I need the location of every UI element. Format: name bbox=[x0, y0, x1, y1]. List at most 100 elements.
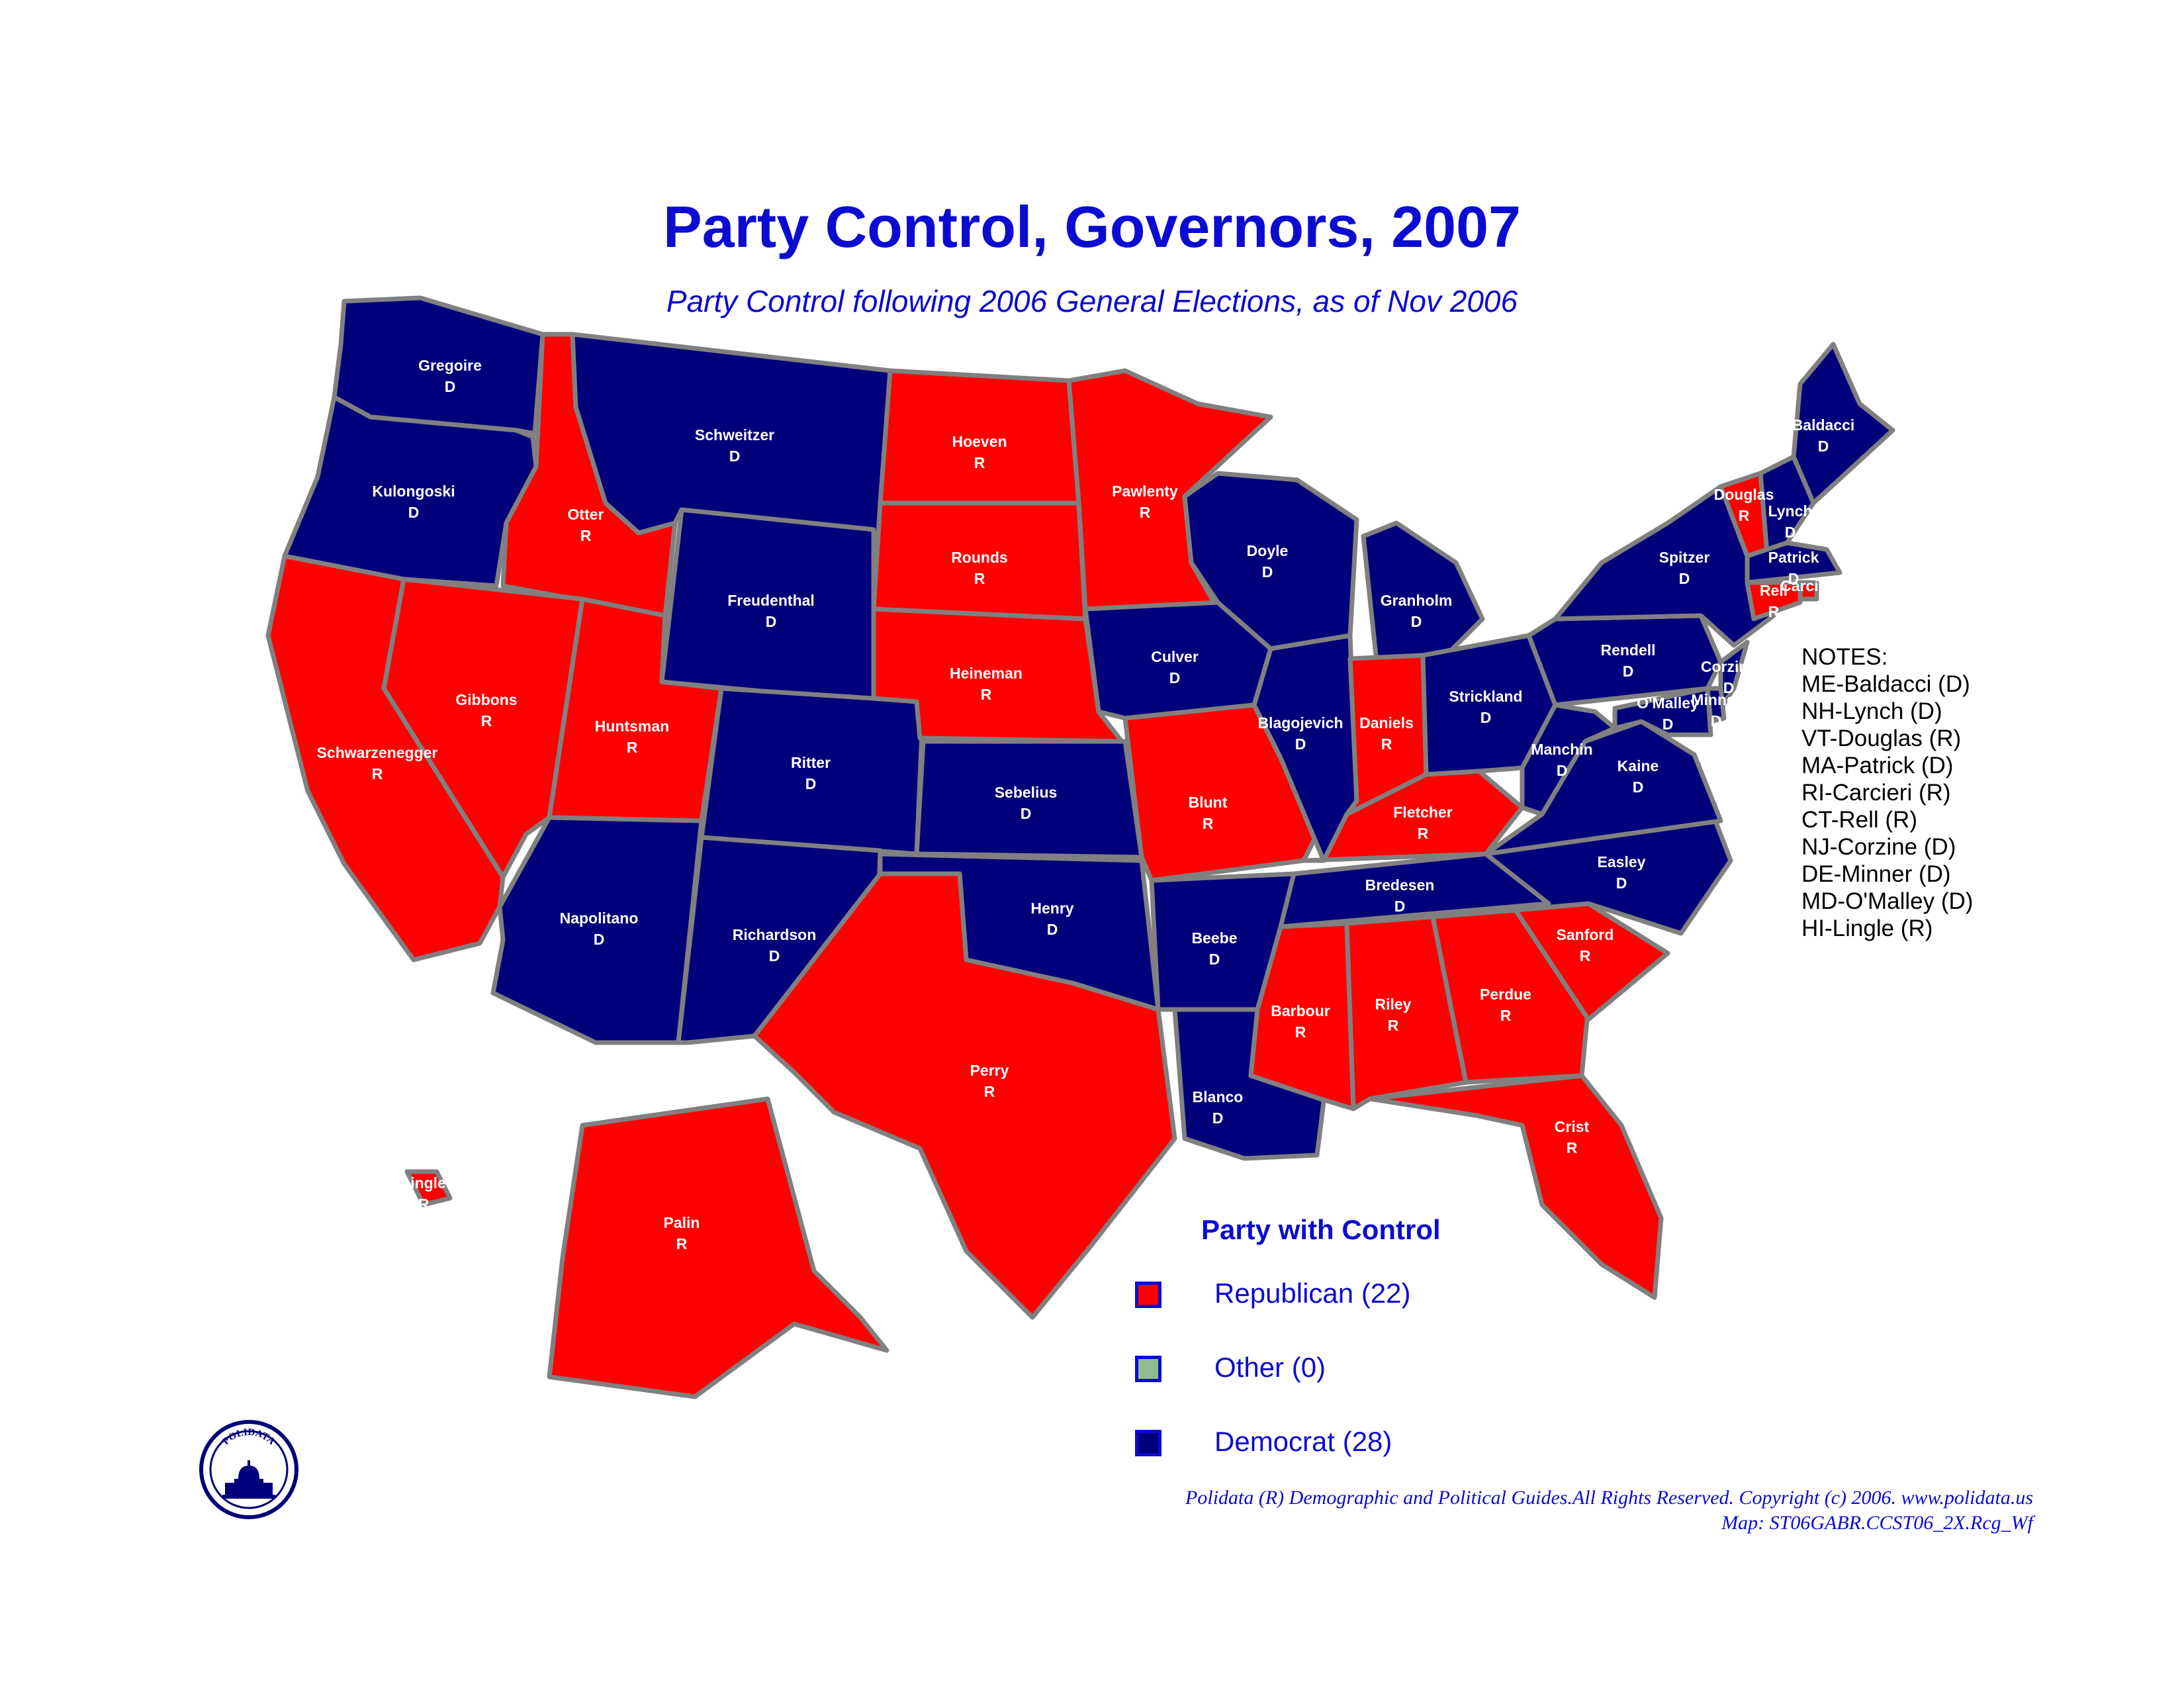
map-id-credit: Map: ST06GABR.CCST06_2X.Rcg_Wf bbox=[1721, 1512, 2033, 1534]
state-co bbox=[699, 686, 926, 857]
map-subtitle: Party Control following 2006 General Ele… bbox=[666, 284, 1518, 318]
governor-label-mn: Pawlenty bbox=[1112, 483, 1178, 500]
party-label-ma: D bbox=[1788, 570, 1799, 587]
governor-label-or: Kulongoski bbox=[372, 483, 455, 500]
governor-label-in: Daniels bbox=[1359, 714, 1414, 731]
governor-label-nv: Gibbons bbox=[455, 691, 517, 708]
party-label-wy: D bbox=[766, 613, 777, 630]
party-label-sc: R bbox=[1580, 947, 1591, 964]
state-ak bbox=[547, 1096, 889, 1399]
governor-label-oh: Strickland bbox=[1449, 688, 1522, 705]
party-label-md: D bbox=[1662, 716, 1674, 733]
party-label-hi: R bbox=[418, 1196, 430, 1213]
notes-heading: NOTES: bbox=[1801, 644, 1888, 670]
party-label-ms: R bbox=[1295, 1023, 1306, 1041]
governor-label-fl: Crist bbox=[1555, 1118, 1590, 1135]
governor-label-nc: Easley bbox=[1598, 853, 1646, 870]
party-label-nd: R bbox=[974, 454, 985, 471]
republican-swatch bbox=[1135, 1282, 1161, 1308]
note-item: DE-Minner (D) bbox=[1801, 861, 1951, 887]
governor-label-ct: Rell bbox=[1760, 582, 1788, 599]
note-item: CT-Rell (R) bbox=[1801, 807, 1917, 833]
party-label-ne: R bbox=[981, 686, 992, 703]
party-label-il: D bbox=[1295, 735, 1306, 753]
party-label-nm: D bbox=[769, 947, 780, 964]
state-ct bbox=[1745, 580, 1803, 622]
state-fl bbox=[1367, 1073, 1664, 1300]
party-label-ri: R bbox=[1803, 598, 1815, 616]
governor-label-al: Riley bbox=[1375, 996, 1412, 1013]
governor-label-nj: Corzine bbox=[1701, 658, 1756, 675]
party-label-ia: D bbox=[1169, 669, 1181, 686]
party-label-co: D bbox=[805, 775, 817, 792]
legend-label-other: Other (0) bbox=[1214, 1352, 1326, 1383]
party-label-or: D bbox=[408, 504, 420, 521]
party-label-ok: D bbox=[1047, 921, 1058, 938]
governor-label-mt: Schweitzer bbox=[695, 426, 774, 444]
party-label-nv: R bbox=[481, 712, 492, 729]
party-label-me: D bbox=[1818, 438, 1829, 455]
party-label-fl: R bbox=[1567, 1139, 1578, 1156]
party-label-al: R bbox=[1388, 1017, 1399, 1034]
state-al bbox=[1344, 914, 1469, 1111]
party-label-nj: D bbox=[1723, 679, 1735, 696]
governor-label-tx: Perry bbox=[970, 1062, 1009, 1079]
party-label-ga: R bbox=[1500, 1007, 1512, 1024]
governor-label-va: Kaine bbox=[1617, 757, 1659, 774]
party-label-oh: D bbox=[1480, 709, 1492, 726]
governor-label-il: Blagojevich bbox=[1257, 714, 1343, 731]
governor-label-id: Otter bbox=[568, 506, 604, 523]
governor-label-ga: Perdue bbox=[1480, 986, 1531, 1003]
note-item: MA-Patrick (D) bbox=[1801, 753, 1954, 778]
governor-label-de: Minner bbox=[1691, 691, 1741, 708]
party-label-nc: D bbox=[1616, 874, 1627, 892]
party-label-nh: D bbox=[1785, 524, 1796, 541]
governor-label-hi: Lingle bbox=[401, 1174, 446, 1192]
party-label-pa: D bbox=[1623, 663, 1634, 680]
party-label-ut: R bbox=[627, 739, 638, 756]
party-label-ca: R bbox=[372, 765, 383, 782]
governor-label-md: O'Malley bbox=[1637, 694, 1699, 712]
state-ky bbox=[1301, 769, 1525, 863]
governor-label-sd: Rounds bbox=[951, 549, 1008, 566]
state-az bbox=[490, 815, 704, 1045]
governor-label-ri: Carcieri bbox=[1780, 577, 1837, 594]
governor-label-ia: Culver bbox=[1151, 648, 1199, 665]
party-label-vt: R bbox=[1739, 507, 1750, 524]
legend-title: Party with Control bbox=[1201, 1214, 1441, 1245]
polidata-logo: POLIDATA bbox=[199, 1420, 298, 1519]
governor-label-wy: Freudenthal bbox=[727, 592, 815, 609]
governor-label-nh: Lynch bbox=[1768, 502, 1813, 520]
state-ma bbox=[1745, 540, 1843, 585]
note-item: HI-Lingle (R) bbox=[1801, 915, 1933, 941]
note-item: MD-O'Malley (D) bbox=[1801, 888, 1974, 914]
party-label-de: D bbox=[1711, 712, 1722, 729]
party-label-ak: R bbox=[676, 1235, 688, 1252]
governor-label-ak: Palin bbox=[664, 1214, 700, 1231]
governor-label-ma: Patrick bbox=[1768, 549, 1819, 566]
governor-label-nm: Richardson bbox=[733, 926, 817, 943]
governor-label-ky: Fletcher bbox=[1393, 804, 1453, 821]
governor-label-ut: Huntsman bbox=[595, 718, 669, 735]
states-layer bbox=[265, 295, 1895, 1399]
legend-label-republican: Republican (22) bbox=[1214, 1278, 1411, 1309]
governor-label-tn: Bredesen bbox=[1365, 876, 1435, 894]
governor-label-mi: Granholm bbox=[1381, 592, 1453, 609]
note-item: NJ-Corzine (D) bbox=[1801, 834, 1956, 860]
state-tx bbox=[752, 871, 1177, 1320]
party-label-in: R bbox=[1381, 735, 1392, 753]
governor-label-ks: Sebelius bbox=[995, 784, 1058, 801]
notes-box: NOTES: ME-Baldacci (D) NH-Lynch (D) VT-D… bbox=[1801, 643, 1973, 942]
map-title: Party Control, Governors, 2007 bbox=[663, 194, 1521, 259]
governor-label-mo: Blunt bbox=[1189, 794, 1228, 811]
state-md bbox=[1612, 686, 1713, 737]
governor-label-wv: Manchin bbox=[1531, 741, 1592, 758]
note-item: ME-Baldacci (D) bbox=[1801, 671, 1970, 697]
governor-label-pa: Rendell bbox=[1600, 641, 1655, 659]
party-label-mo: R bbox=[1203, 815, 1214, 832]
governor-label-vt: Douglas bbox=[1714, 486, 1774, 503]
governor-label-la: Blanco bbox=[1193, 1088, 1244, 1105]
governor-label-az: Napolitano bbox=[560, 910, 639, 927]
party-label-wv: D bbox=[1557, 762, 1568, 779]
party-label-ar: D bbox=[1209, 951, 1220, 968]
